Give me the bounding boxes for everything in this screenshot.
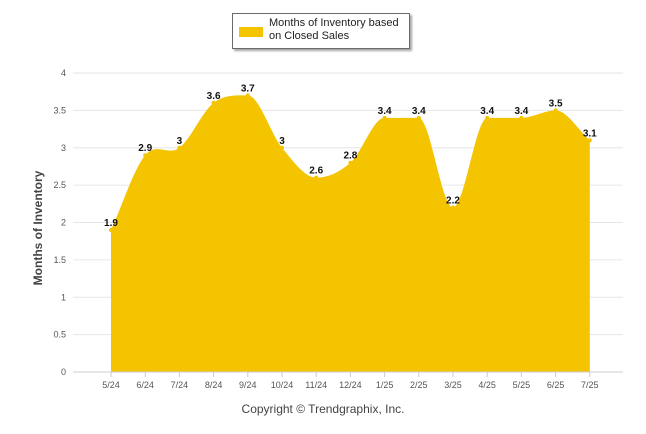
data-label: 3.5: [549, 98, 563, 109]
y-axis-ticks: 0 0.5 1 1.5 2 2.5 3 3.5 4: [53, 68, 66, 377]
data-point: [177, 145, 182, 150]
x-tick-label: 2/25: [410, 380, 428, 390]
data-label: 2.8: [343, 151, 357, 162]
x-axis-ticks: 5/24 6/24 7/24 8/24 9/24 10/24 11/24 12/24 1/25 2…: [73, 371, 623, 390]
data-label: 1.9: [104, 218, 118, 229]
data-label: 3.6: [207, 91, 221, 102]
data-label: 3: [279, 136, 285, 147]
y-tick-label: 1.5: [53, 255, 66, 265]
data-point: [143, 153, 148, 158]
copyright-footer: Copyright © Trendgraphix, Inc.: [241, 402, 405, 416]
data-label: 2.9: [138, 143, 152, 154]
y-tick-label: 2.5: [53, 180, 66, 190]
x-tick-label: 6/24: [136, 380, 154, 390]
data-point: [211, 100, 216, 105]
x-tick-label: 5/24: [102, 380, 120, 390]
x-tick-label: 1/25: [376, 380, 394, 390]
data-label: 3.4: [480, 106, 494, 117]
data-label: 3.4: [412, 106, 426, 117]
legend-label: Months of Inventory based on Closed Sale…: [269, 17, 399, 42]
data-point: [485, 115, 490, 120]
data-point: [519, 115, 524, 120]
x-tick-label: 3/25: [444, 380, 462, 390]
x-tick-label: 12/24: [339, 380, 362, 390]
y-tick-label: 0: [61, 367, 66, 377]
data-point: [416, 115, 421, 120]
data-label: 3: [177, 136, 183, 147]
data-label: 3.7: [241, 83, 255, 94]
area-fill: [111, 95, 590, 373]
x-tick-label: 7/24: [171, 380, 189, 390]
data-label: 3.4: [378, 106, 392, 117]
data-label: 2.6: [309, 166, 323, 177]
data-point: [587, 138, 592, 143]
y-tick-label: 1: [61, 292, 66, 302]
x-tick-label: 11/24: [305, 380, 327, 390]
y-tick-label: 0.5: [53, 330, 66, 340]
data-point: [382, 115, 387, 120]
data-labels: 1.9 2.9 3 3.6 3.7 3 2.6 2.8 3.4 3.4 2.2 3.4 3.4 3.5 3.…: [104, 83, 597, 229]
x-tick-label: 5/25: [513, 380, 531, 390]
data-point: [553, 108, 558, 113]
data-point: [109, 227, 113, 232]
x-tick-label: 4/25: [478, 380, 496, 390]
data-point: [348, 160, 353, 165]
area-series: [109, 93, 592, 373]
y-tick-label: 2: [61, 218, 66, 228]
data-point: [245, 93, 250, 98]
y-tick-label: 4: [61, 68, 66, 78]
x-tick-label: 8/24: [205, 380, 223, 390]
y-tick-label: 3: [61, 143, 66, 153]
data-point: [451, 205, 455, 210]
legend: Months of Inventory based on Closed Sale…: [232, 13, 410, 49]
x-tick-label: 6/25: [547, 380, 565, 390]
data-point: [280, 145, 284, 150]
y-axis-label: Months of Inventory: [31, 170, 45, 286]
data-label: 3.1: [583, 128, 597, 139]
y-tick-label: 3.5: [53, 105, 66, 115]
data-point: [314, 175, 319, 180]
x-tick-label: 10/24: [271, 380, 294, 390]
legend-swatch: [239, 27, 263, 37]
x-tick-label: 7/25: [581, 380, 599, 390]
x-tick-label: 9/24: [239, 380, 257, 390]
data-label: 3.4: [514, 106, 528, 117]
data-label: 2.2: [446, 196, 460, 207]
